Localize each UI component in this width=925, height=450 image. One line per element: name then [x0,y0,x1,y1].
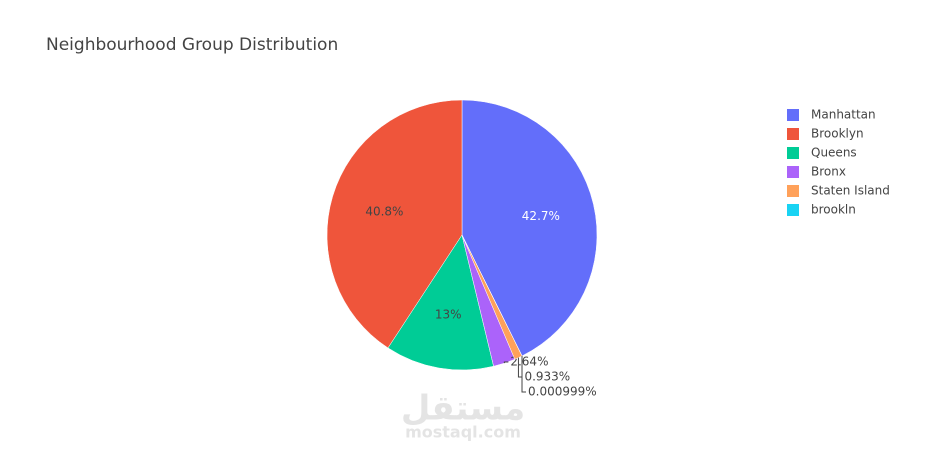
pie-slice [461,99,598,357]
legend-swatch [787,109,799,121]
legend-swatch [787,204,799,216]
legend-label: Bronx [811,165,846,179]
legend-swatch [787,185,799,197]
legend-label: Manhattan [811,108,876,122]
slice-label: 13% [435,307,462,321]
legend-swatch [787,166,799,178]
legend-swatch [787,128,799,140]
legend-swatch [787,147,799,159]
slice-label: 2.64% [510,355,548,369]
leader-line [521,355,527,393]
slice-label: 0.933% [524,370,570,384]
chart-title: Neighbourhood Group Distribution [46,35,338,55]
slice-label: 42.7% [522,209,560,223]
pie-slice [387,234,494,371]
pie-slice [326,99,463,349]
leader-line [503,361,509,364]
leader-line [517,357,523,378]
legend-label: Queens [811,146,857,160]
slice-label: 0.000999% [528,385,597,399]
legend-label: brookln [811,203,856,217]
watermark: mostaql.com [405,423,521,442]
slice-label: 40.8% [365,204,403,218]
watermark: مستقل [401,389,525,429]
legend-label: Brooklyn [811,127,864,141]
legend-label: Staten Island [811,184,890,198]
